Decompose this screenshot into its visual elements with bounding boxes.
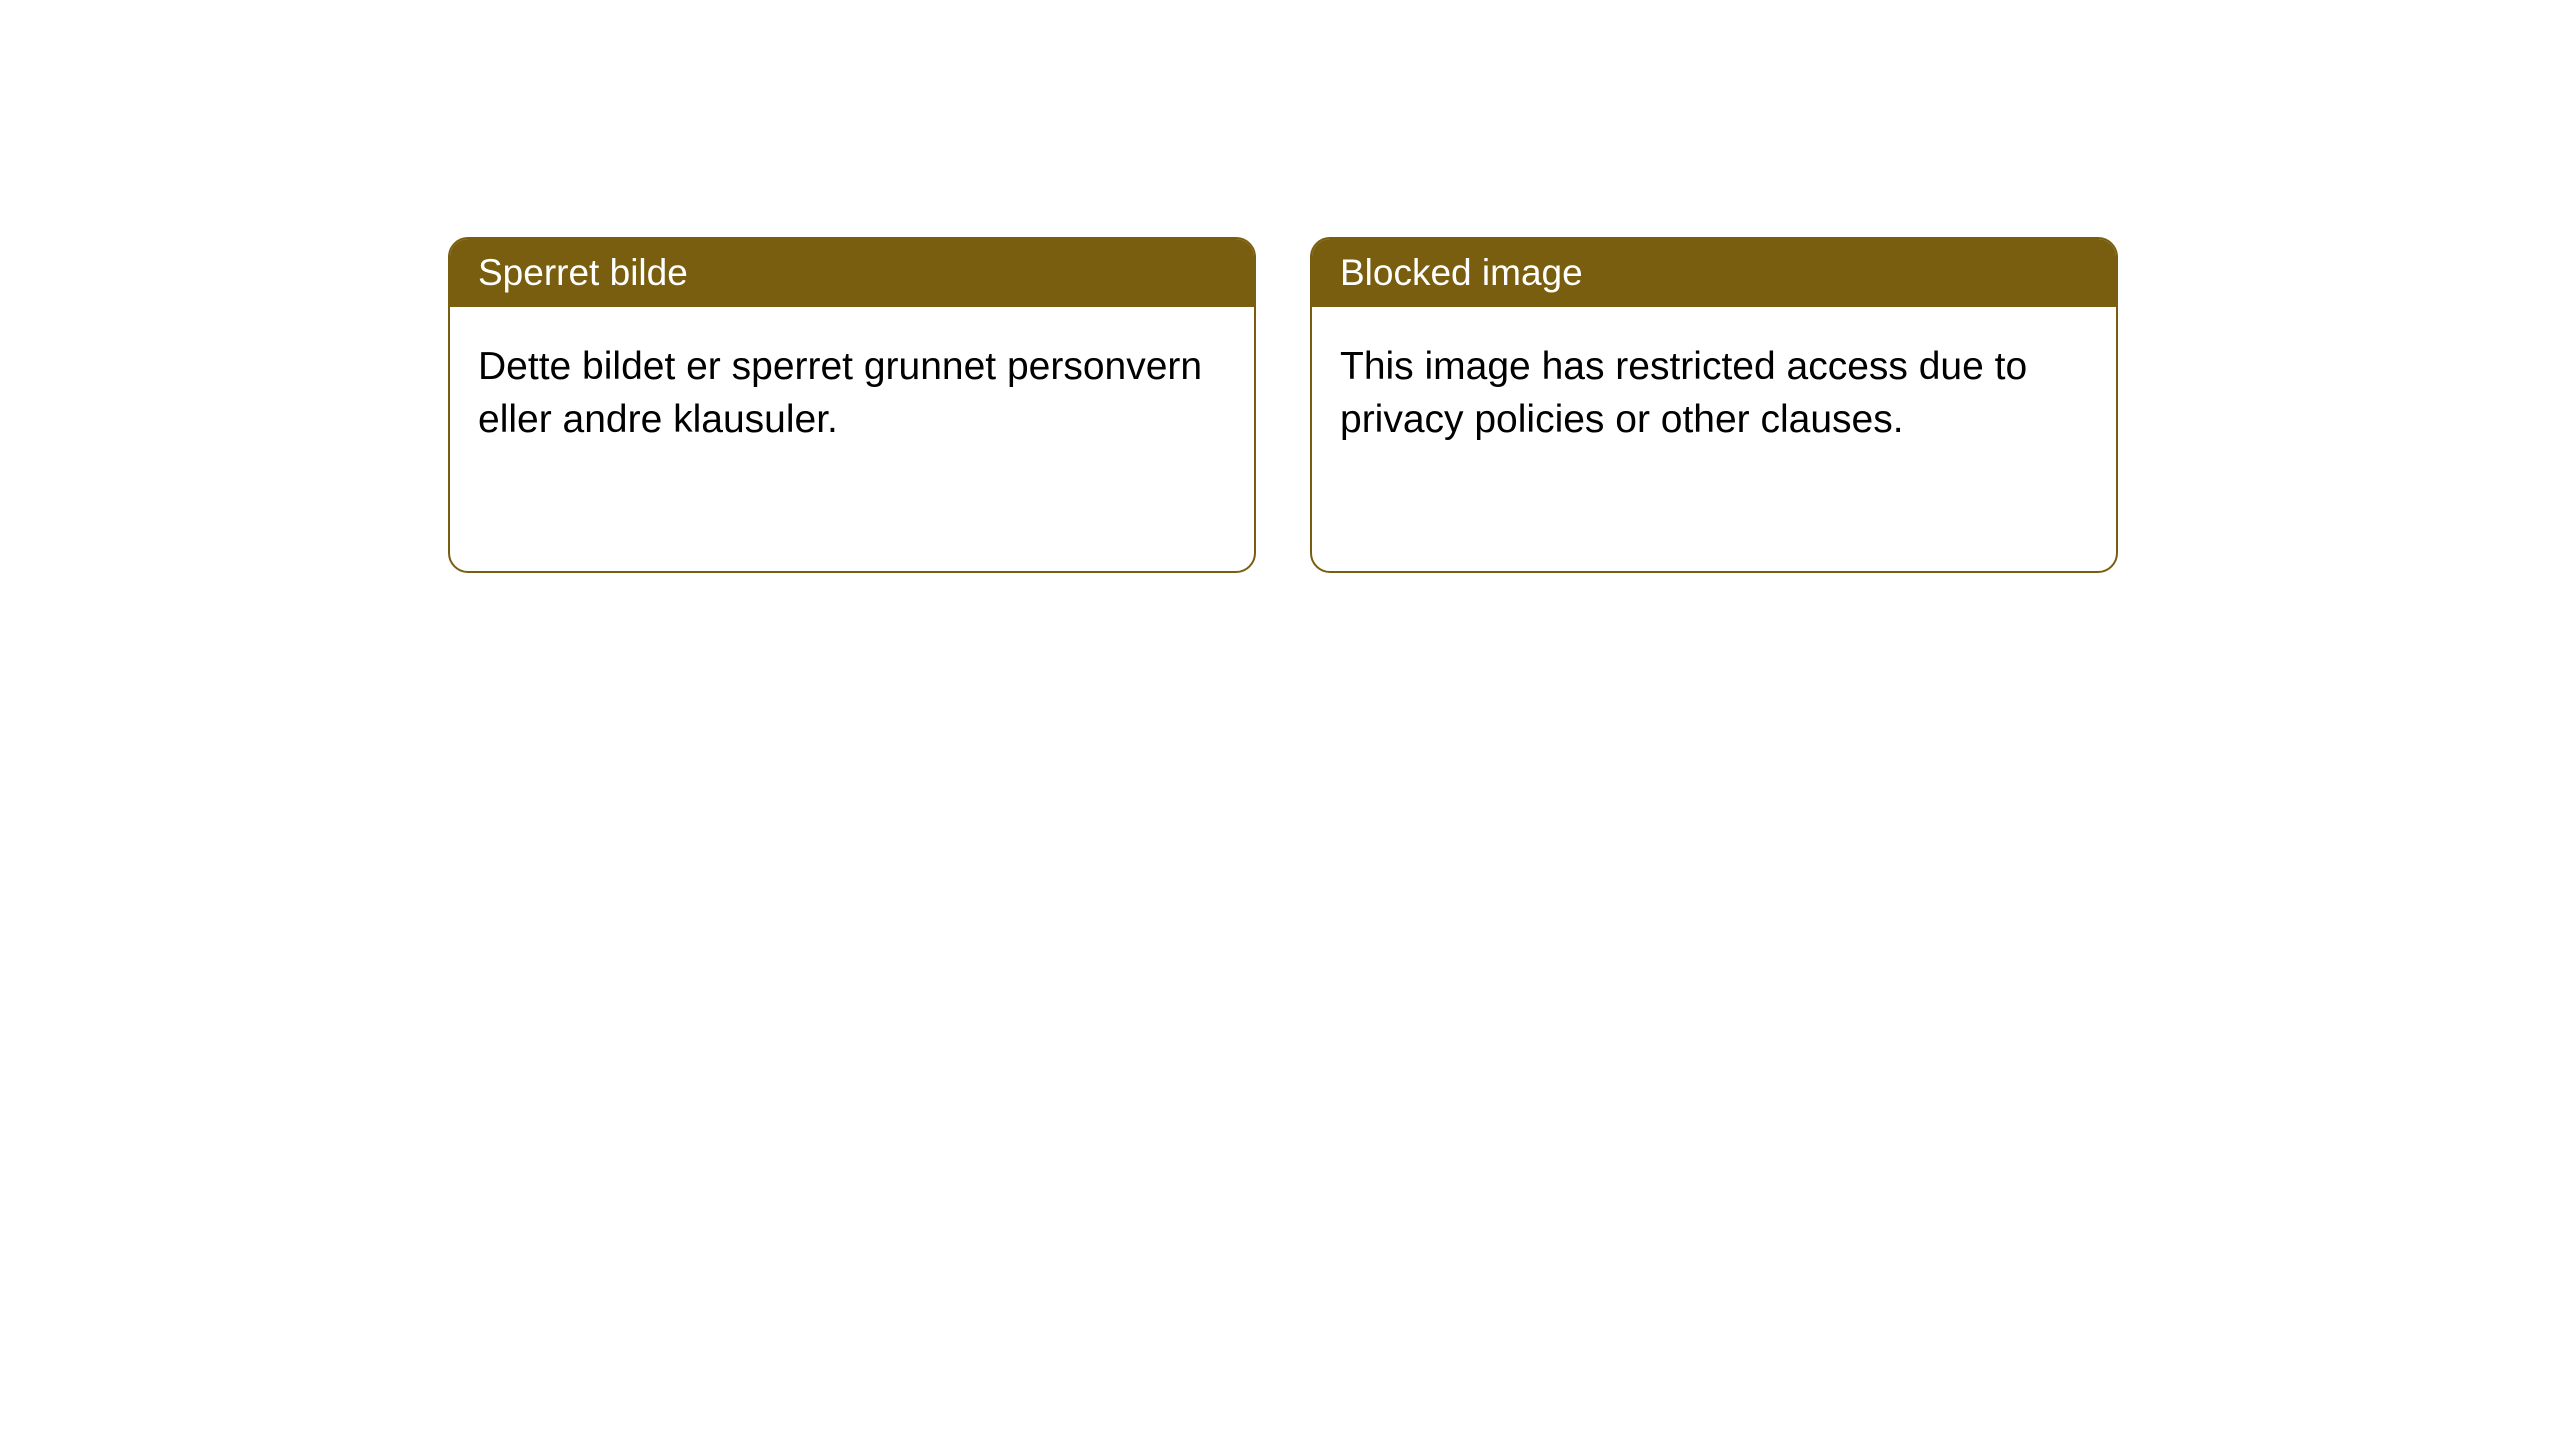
notice-card-header: Blocked image [1312,239,2116,307]
notice-body-text: Dette bildet er sperret grunnet personve… [478,345,1202,441]
notice-title: Blocked image [1340,252,1583,293]
notice-card-body: Dette bildet er sperret grunnet personve… [450,307,1254,480]
notice-card-body: This image has restricted access due to … [1312,307,2116,480]
notice-card-english: Blocked image This image has restricted … [1310,237,2118,573]
notice-body-text: This image has restricted access due to … [1340,345,2027,441]
notice-card-header: Sperret bilde [450,239,1254,307]
notice-card-norwegian: Sperret bilde Dette bildet er sperret gr… [448,237,1256,573]
notice-title: Sperret bilde [478,252,688,293]
notice-container: Sperret bilde Dette bildet er sperret gr… [0,0,2560,573]
